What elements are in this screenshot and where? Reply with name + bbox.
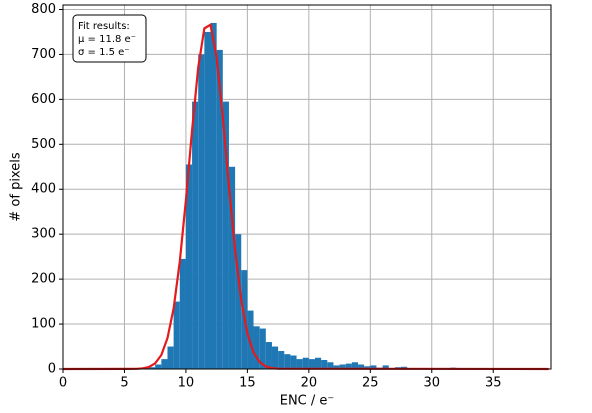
- y-tick-label: 0: [48, 362, 56, 377]
- bar: [161, 359, 167, 369]
- y-tick-label: 200: [31, 272, 56, 287]
- y-tick-label: 600: [31, 92, 56, 107]
- fit-line: [63, 25, 549, 369]
- bar: [155, 365, 161, 369]
- bar: [315, 358, 321, 369]
- x-tick-label: 0: [59, 376, 67, 391]
- bar: [309, 359, 315, 369]
- x-tick-label: 35: [485, 376, 502, 391]
- bar: [278, 351, 284, 369]
- x-tick-label: 15: [239, 376, 256, 391]
- y-tick-label: 500: [31, 137, 56, 152]
- bars: [137, 23, 457, 369]
- bar: [297, 359, 303, 369]
- y-tick-label: 800: [31, 2, 56, 17]
- bar: [272, 347, 278, 369]
- y-axis-label: # of pixels: [9, 152, 24, 221]
- bar: [266, 342, 272, 369]
- y-tick-label: 700: [31, 47, 56, 62]
- x-tick-label: 5: [120, 376, 128, 391]
- x-tick-label: 25: [362, 376, 379, 391]
- bar: [167, 347, 173, 369]
- bar: [174, 302, 180, 369]
- y-tick-label: 100: [31, 317, 56, 332]
- bar: [192, 102, 198, 369]
- bar: [180, 259, 186, 369]
- fit: [63, 25, 549, 369]
- annotation: Fit results: μ = 11.8 e⁻ σ = 1.5 e⁻: [73, 15, 146, 62]
- annotation-line: μ = 11.8 e⁻: [78, 34, 136, 45]
- annotation-line: σ = 1.5 e⁻: [78, 47, 130, 58]
- x-tick-label: 10: [178, 376, 195, 391]
- bar: [211, 23, 217, 369]
- y-tick-label: 400: [31, 182, 56, 197]
- bar: [204, 32, 210, 369]
- bar: [290, 356, 296, 369]
- bar: [198, 54, 204, 369]
- annotation-line: Fit results:: [78, 21, 130, 32]
- y-tick-label: 300: [31, 227, 56, 242]
- x-tick-label: 20: [301, 376, 318, 391]
- bar: [303, 358, 309, 369]
- x-tick-label: 30: [423, 376, 440, 391]
- x-axis-label: ENC / e⁻: [280, 394, 335, 409]
- bar: [284, 354, 290, 369]
